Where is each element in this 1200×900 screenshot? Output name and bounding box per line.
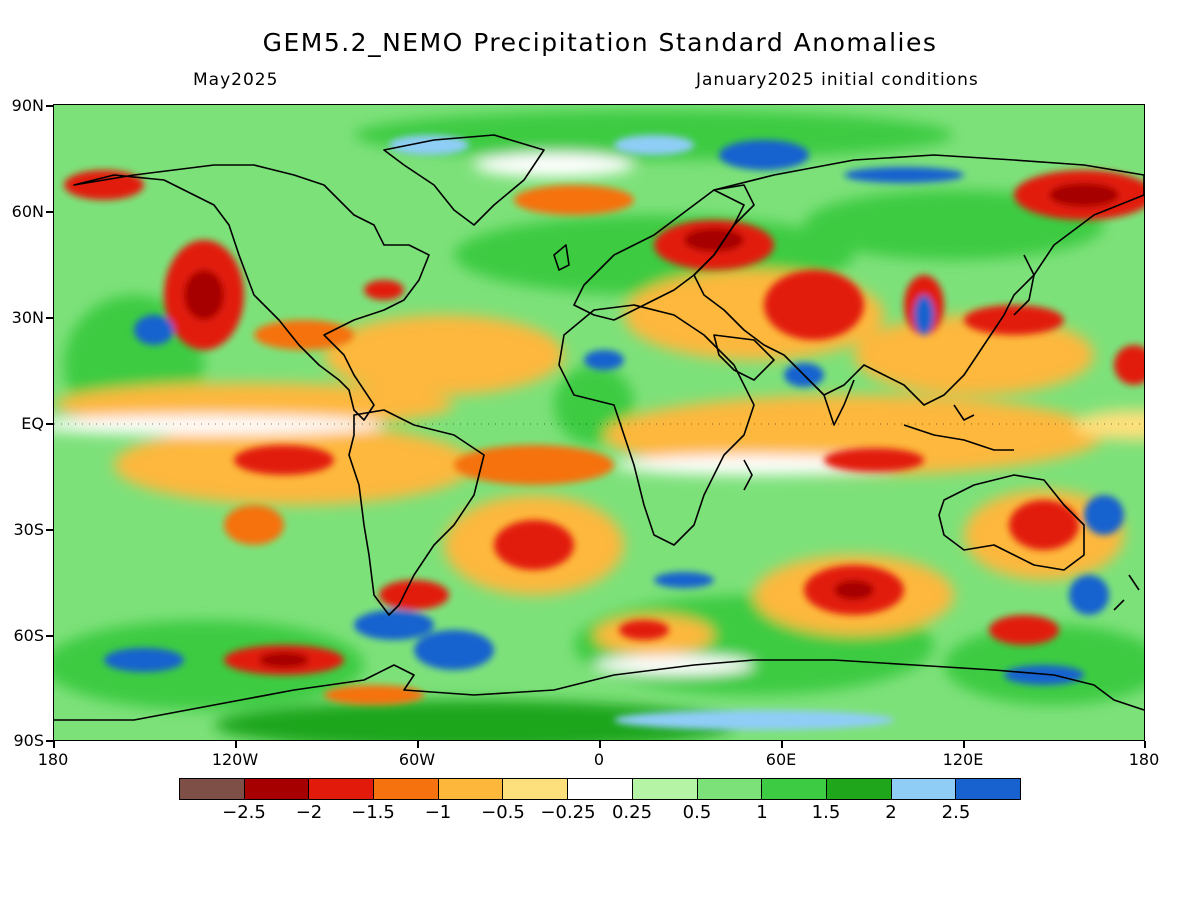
lat-label-30n: 30N [11,308,44,327]
legend-label: 2 [885,802,897,823]
lat-label-eq: EQ [21,414,44,433]
legend-colorbar [179,778,1021,800]
lon-tick [235,741,237,748]
legend-label: 0.5 [682,802,712,823]
legend-label: −1 [424,802,452,823]
legend-swatch [697,779,763,799]
legend-swatch [632,779,698,799]
lon-tick [1144,741,1146,748]
lat-label-60n: 60N [11,202,44,221]
chart-title: GEM5.2_NEMO Precipitation Standard Anoma… [262,28,938,57]
lon-label-180w: 180 [37,750,69,769]
legend-label: −2.5 [222,802,266,823]
coastlines [54,134,1144,721]
legend-swatch [891,779,957,799]
legend-label: −0.5 [481,802,525,823]
map-panel [53,104,1145,741]
legend-label: 1 [756,802,768,823]
lat-tick [46,105,53,107]
legend-swatch [309,779,375,799]
lon-tick [781,741,783,748]
lon-label-180e: 180 [1128,750,1160,769]
lat-label-30s: 30S [13,520,44,539]
legend-swatch [180,779,245,799]
lat-tick [46,740,53,742]
anomaly-map [54,105,1144,740]
legend-swatch [244,779,310,799]
legend-swatch [374,779,439,799]
legend-swatch [568,779,633,799]
lat-label-90s: 90S [13,731,44,750]
anomaly-cores [64,135,1144,730]
lon-label-60e: 60E [765,750,797,769]
lat-tick [46,317,53,319]
lon-tick [417,741,419,748]
legend-label: 0.25 [611,802,653,823]
lat-tick [46,635,53,637]
lat-label-90n: 90N [11,96,44,115]
lat-tick [46,211,53,213]
legend-swatch [956,779,1020,799]
forecast-month: May2025 [193,70,279,90]
legend-swatch [826,779,892,799]
lat-tick [46,529,53,531]
lon-label-120w: 120W [211,750,259,769]
lat-tick [46,423,53,425]
initial-conditions: January2025 initial conditions [696,70,979,90]
legend-label: 1.5 [811,802,841,823]
legend-label: 2.5 [941,802,971,823]
legend-swatch [438,779,504,799]
lon-tick [599,741,601,748]
lat-label-60s: 60S [13,626,44,645]
lon-tick [53,741,55,748]
lon-label-0: 0 [593,750,605,769]
lon-label-60w: 60W [398,750,436,769]
legend-swatch [762,779,827,799]
legend-label: −2 [295,802,323,823]
legend-swatch [503,779,569,799]
anomaly-fields [54,110,1144,740]
legend-label: −0.25 [540,802,596,823]
legend-label: −1.5 [351,802,395,823]
lon-label-120e: 120E [942,750,984,769]
lon-tick [963,741,965,748]
